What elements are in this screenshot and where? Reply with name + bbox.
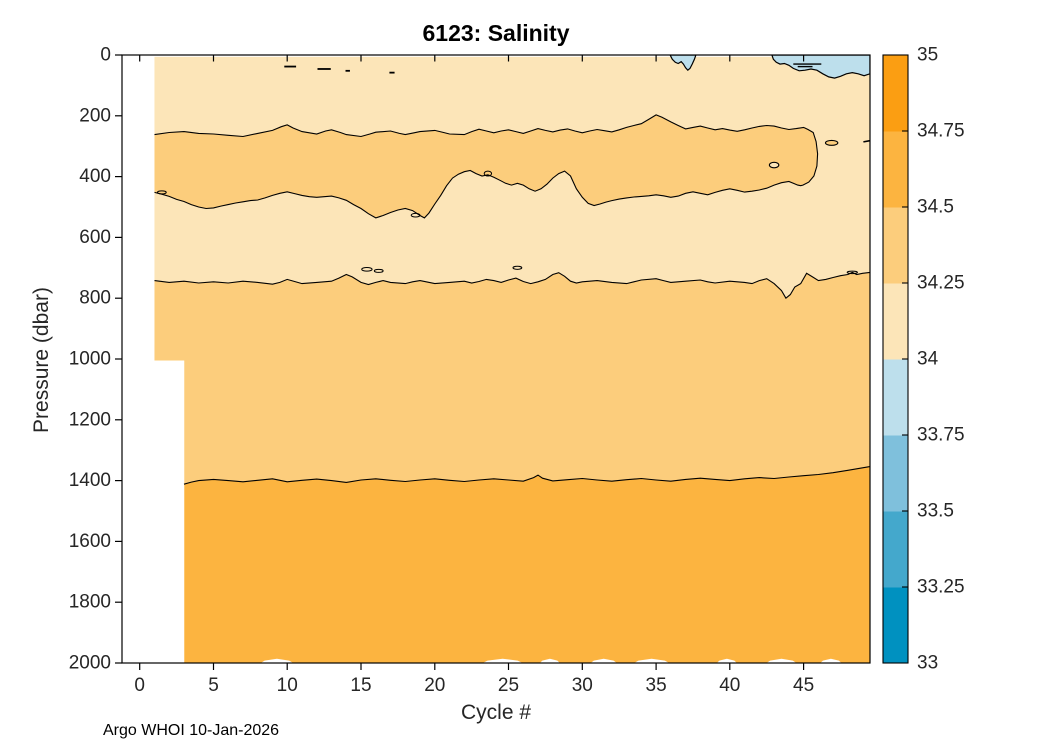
x-tick-label: 15 — [350, 675, 371, 696]
x-tick-label: 0 — [134, 675, 145, 696]
x-tick-label: 25 — [498, 675, 519, 696]
x-tick-label: 5 — [208, 675, 219, 696]
colorbar-tick-label: 33.75 — [917, 425, 965, 446]
colorbar-tick-label: 34.5 — [917, 197, 954, 218]
y-tick-label: 1600 — [69, 531, 111, 552]
chart-title: 6123: Salinity — [422, 20, 570, 46]
x-axis-label: Cycle # — [460, 701, 532, 724]
footer-annotation: Argo WHOI 10-Jan-2026 — [103, 722, 280, 739]
x-tick-label: 40 — [719, 675, 740, 696]
y-tick-label: 600 — [79, 227, 111, 248]
x-tick-label: 30 — [572, 675, 593, 696]
colorbar-tick-label: 33 — [917, 653, 938, 674]
y-tick-label: 400 — [79, 166, 111, 187]
axes: 0 5 10 15 20 25 30 35 40 45 0 200 400 600 800 1000 1200 1… — [69, 45, 871, 696]
colorbar-tick-label: 34.25 — [917, 273, 965, 294]
colorbar-tick-label: 34 — [917, 349, 939, 370]
y-tick-label: 0 — [100, 45, 111, 66]
y-tick-label: 1200 — [69, 409, 111, 430]
colorbar-tick-label: 34.75 — [917, 121, 965, 142]
colorbar: 35 34.75 34.5 34.25 34 33.75 33.5 33.25 33 — [882, 45, 965, 674]
contour-fills — [122, 55, 870, 663]
y-tick-label: 1400 — [69, 470, 111, 491]
colorbar-tick-label: 33.5 — [917, 501, 954, 522]
x-tick-label: 45 — [793, 675, 814, 696]
y-tick-label: 1000 — [69, 349, 111, 370]
x-tick-label: 20 — [424, 675, 445, 696]
colorbar-tick-label: 35 — [917, 45, 938, 66]
y-tick-label: 200 — [79, 105, 111, 126]
y-tick-label: 1800 — [69, 592, 111, 613]
y-tick-label: 800 — [79, 288, 111, 309]
y-tick-label: 2000 — [69, 653, 111, 674]
x-tick-label: 35 — [646, 675, 667, 696]
colorbar-tick-label: 33.25 — [917, 577, 965, 598]
x-tick-label: 10 — [277, 675, 298, 696]
